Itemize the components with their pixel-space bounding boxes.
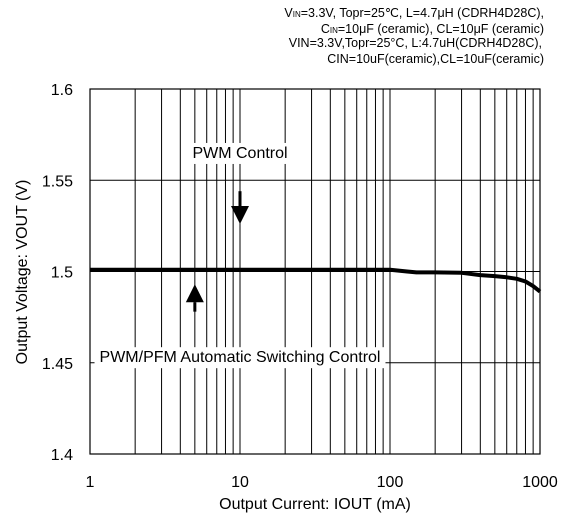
y-tick-labels: 1.4 1.45 1.5 1.55 1.6	[42, 82, 73, 464]
annotation-backgrounds	[94, 142, 386, 369]
series-line	[90, 267, 542, 294]
x-tick-label: 10	[231, 474, 249, 491]
annotation-arrow-head	[185, 284, 204, 303]
y-tick-label: 1.6	[51, 82, 73, 99]
x-axis-label: Output Current: IOUT (mA)	[219, 496, 411, 513]
series	[90, 267, 542, 294]
y-tick-label: 1.5	[51, 265, 73, 282]
y-tick-label: 1.55	[42, 173, 73, 190]
conditions-line-4: CIN=10uF(ceramic),CL=10uF(ceramic)	[327, 52, 544, 66]
x-tick-label: 1000	[522, 474, 558, 491]
x-tick-label: 1	[86, 474, 95, 491]
x-tick-label: 100	[377, 474, 404, 491]
x-tick-labels: 1 10 100 1000	[86, 474, 558, 491]
conditions-line-1: VIN=3.3V, Topr=25℃, L=4.7μH (CDRH4D28C),	[284, 6, 544, 20]
annotation-arrows	[185, 191, 249, 312]
annotation-arrow-head	[231, 206, 249, 225]
y-tick-label: 1.4	[51, 447, 73, 464]
conditions-line-2: CIN=10μF (ceramic), CL=10μF (ceramic)	[320, 22, 544, 36]
y-tick-label: 1.45	[42, 356, 73, 373]
annotation-label-background	[187, 142, 293, 164]
annotation-label: PWM/PFM Automatic Switching Control	[100, 349, 381, 366]
annotations: PWM Control PWM/PFM Automatic Switching C…	[100, 145, 381, 366]
y-axis-label: Output Voltage: VOUT (V)	[14, 180, 31, 365]
annotation-label-background	[94, 347, 386, 369]
conditions-line-3: VIN=3.3V,Topr=25°C, L:4.7uH(CDRH4D28C),	[288, 36, 542, 50]
annotation-label: PWM Control	[192, 145, 287, 162]
